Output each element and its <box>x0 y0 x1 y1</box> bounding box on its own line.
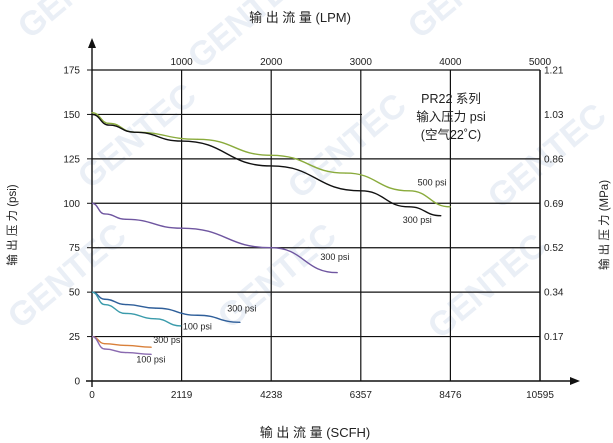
y-tick-label: 175 <box>63 66 80 77</box>
series-point <box>449 206 451 208</box>
series-point <box>104 303 106 306</box>
y2-tick-label: 0.17 <box>544 332 564 343</box>
series-point <box>181 227 183 229</box>
series-point <box>345 172 347 174</box>
series-point <box>197 314 199 316</box>
note-line-2: 输入压力 psi <box>416 109 485 124</box>
y-tick-label: 125 <box>63 154 80 165</box>
tick-labels: 0 25 50 75 100 125 150 175 0.17 0.34 0.52 0.69 0.86 1… <box>63 57 564 401</box>
x2-tick-label: 3000 <box>350 57 373 68</box>
series-point <box>108 122 110 124</box>
series-point <box>270 165 272 167</box>
series-line <box>91 335 152 356</box>
series-point <box>336 271 338 274</box>
series-point <box>408 206 410 208</box>
series-point <box>133 131 135 133</box>
watermark-text: GENTEC <box>421 226 554 346</box>
series-point <box>91 112 93 114</box>
series-point <box>125 351 127 354</box>
y-axis-arrow-icon <box>88 38 96 48</box>
series-label: 300 psi <box>320 252 349 262</box>
series-line <box>91 291 240 324</box>
chart-axes <box>86 38 580 387</box>
series-point <box>408 190 410 192</box>
series-point <box>150 346 152 348</box>
left-axis-label: 输 出 压 力 (psi) <box>5 184 19 265</box>
series-point <box>104 213 106 215</box>
watermark-text: GENTEC <box>1 216 134 336</box>
x-axis-arrow-icon <box>570 377 580 385</box>
y2-tick-label: 0.86 <box>544 154 564 165</box>
series-point <box>270 154 272 156</box>
watermark-text: GENTEC <box>281 86 414 206</box>
series-label: 300 psi <box>153 335 182 345</box>
series-point <box>154 318 157 320</box>
series-point <box>360 190 362 192</box>
series-label: 100 psi <box>136 354 165 364</box>
y2-tick-label: 0.34 <box>544 288 564 299</box>
y-tick-label: 150 <box>63 110 80 121</box>
x-tick-label: 0 <box>89 390 95 401</box>
series-point <box>181 140 183 142</box>
x2-tick-label: 5000 <box>529 57 552 68</box>
right-axis-label: 输 出 压 力 (MPa) <box>597 180 611 270</box>
series-point <box>197 138 199 140</box>
top-axis-label: 输 出 流 量 (LPM) <box>249 10 351 25</box>
series-line <box>91 335 152 348</box>
series-label: 300 psi <box>227 304 256 314</box>
series-point <box>270 247 272 249</box>
series-point <box>104 298 106 300</box>
x-tick-label: 10595 <box>526 390 554 401</box>
series-point <box>440 215 442 217</box>
x-tick-label: 4238 <box>260 390 283 401</box>
series-point <box>104 343 106 345</box>
y-tick-label: 25 <box>69 332 81 343</box>
watermark-text: GENTEC <box>401 0 534 46</box>
y2-tick-label: 0.69 <box>544 199 564 210</box>
series-line <box>91 113 441 217</box>
series-point <box>108 124 110 126</box>
series-line <box>91 111 451 208</box>
series-point <box>239 321 241 323</box>
series-point <box>125 218 127 220</box>
y2-tick-label: 1.03 <box>544 110 564 121</box>
watermark-text: GENTEC <box>211 216 344 336</box>
series-point <box>104 348 106 350</box>
y-tick-label: 0 <box>74 377 80 388</box>
x2-tick-label: 2000 <box>260 57 283 68</box>
series-label: 100 psi <box>183 321 212 331</box>
y2-tick-label: 1.21 <box>544 66 564 77</box>
series-label: 300 psi <box>403 215 432 225</box>
y2-tick-label: 0.52 <box>544 243 564 254</box>
series-label: 500 psi <box>418 178 447 188</box>
x-tick-label: 8476 <box>439 390 462 401</box>
x-tick-label: 2119 <box>171 390 193 401</box>
x2-tick-label: 4000 <box>439 57 462 68</box>
x2-tick-label: 1000 <box>170 57 193 68</box>
y-tick-label: 50 <box>69 288 81 299</box>
chart-series <box>91 111 451 356</box>
series-point <box>180 325 182 327</box>
series-point <box>125 344 127 347</box>
series-point <box>125 312 127 315</box>
watermark-text: GENTEC <box>71 76 204 196</box>
series-point <box>150 353 152 355</box>
series-point <box>125 303 127 306</box>
note-line-3: (空气22˚C) <box>421 127 481 142</box>
x-tick-label: 6357 <box>350 390 373 401</box>
series-point <box>154 307 157 309</box>
y-tick-label: 100 <box>63 199 80 210</box>
y-tick-label: 75 <box>69 243 81 254</box>
note-line-1: PR22 系列 <box>421 92 481 106</box>
bottom-axis-label: 输 出 流 量 (SCFH) <box>260 425 371 440</box>
watermark-text: GENTEC <box>11 0 144 46</box>
